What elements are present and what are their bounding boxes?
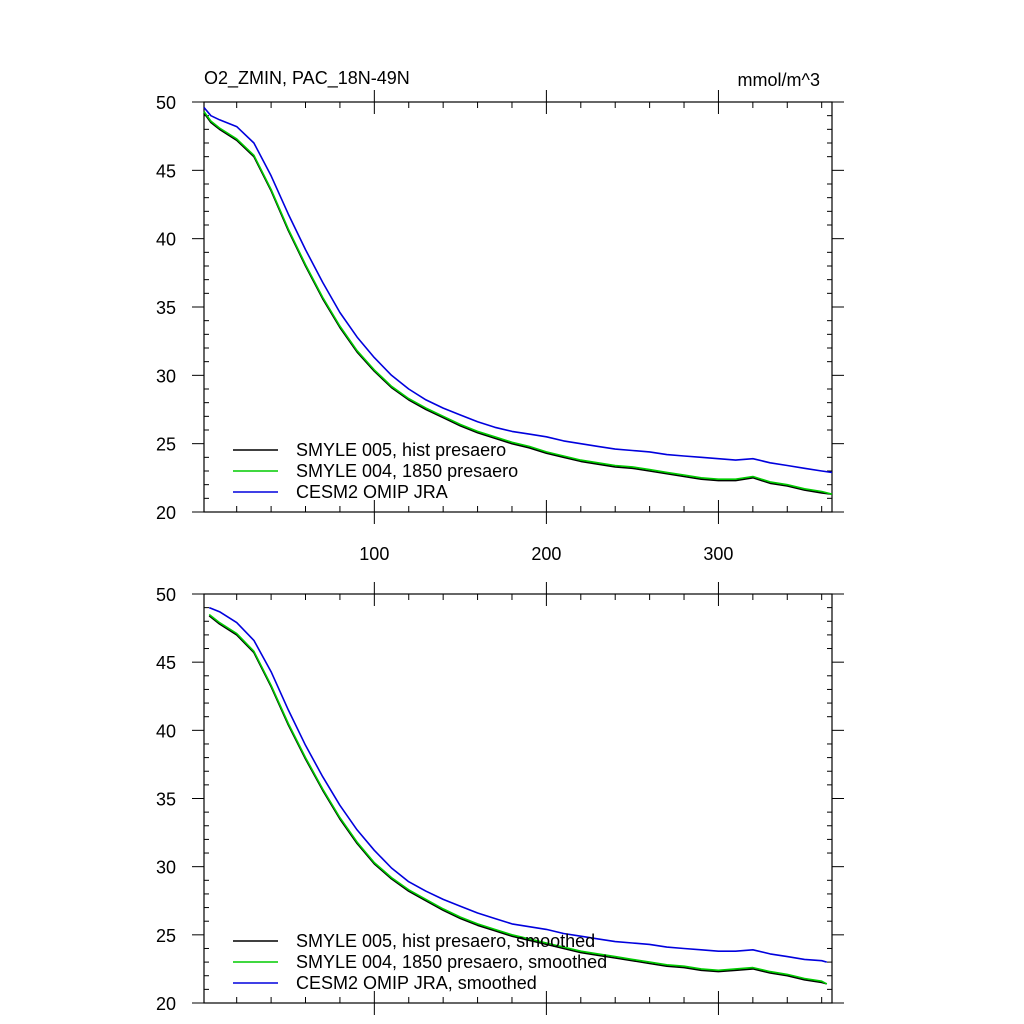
legend-label: SMYLE 004, 1850 presaero, smoothed	[296, 952, 607, 972]
legend-label: CESM2 OMIP JRA	[296, 482, 448, 502]
series-line-1	[203, 112, 833, 495]
y-tick-label: 25	[156, 926, 176, 946]
legend-label: SMYLE 004, 1850 presaero	[296, 461, 518, 481]
x-tick-label: 300	[703, 544, 733, 564]
legend-label: CESM2 OMIP JRA, smoothed	[296, 973, 537, 993]
y-tick-label: 40	[156, 230, 176, 250]
y-tick-label: 35	[156, 298, 176, 318]
panel-2-plot: 20 25 30 35 40 45 50 SMYLE 005, hist presaero, …	[156, 582, 844, 1015]
x-tick-label: 200	[531, 544, 561, 564]
y-tick-label: 50	[156, 585, 176, 605]
y-tick-label: 25	[156, 435, 176, 455]
y-tick-label: 45	[156, 653, 176, 673]
series-line-2	[208, 613, 828, 985]
series-line-3	[203, 106, 833, 474]
panel-1-plot: 100 200 300 20 25 30 35 40 45 50 SMYLE 005, hist p…	[156, 90, 844, 564]
y-tick-label: 20	[156, 994, 176, 1014]
legend-label: SMYLE 005, hist presaero	[296, 440, 506, 460]
y-tick-label: 40	[156, 721, 176, 741]
y-tick-label: 20	[156, 503, 176, 523]
y-tick-label: 45	[156, 161, 176, 181]
x-tick-label: 100	[359, 544, 389, 564]
y-tick-label: 50	[156, 93, 176, 113]
y-tick-label: 35	[156, 790, 176, 810]
series-line-2	[203, 111, 833, 495]
y-tick-label: 30	[156, 366, 176, 386]
series-line-3	[208, 606, 828, 963]
panel-1-title-left: O2_ZMIN, PAC_18N-49N	[204, 68, 410, 89]
series-line-1	[208, 615, 828, 985]
legend-label: SMYLE 005, hist presaero, smoothed	[296, 931, 595, 951]
panel-1-title-right: mmol/m^3	[738, 70, 820, 90]
y-tick-label: 30	[156, 858, 176, 878]
